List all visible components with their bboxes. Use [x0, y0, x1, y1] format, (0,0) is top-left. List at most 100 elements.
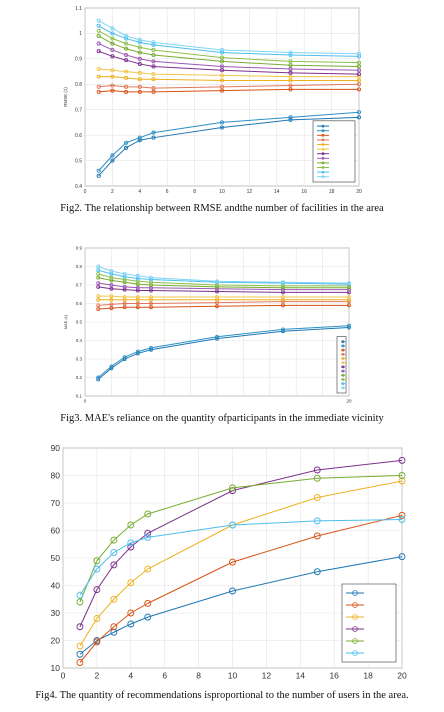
data-point: [313, 494, 321, 501]
data-point: [219, 47, 225, 53]
legend-marker: [321, 175, 325, 179]
x-tick-label: 0: [84, 189, 87, 195]
series-line: [79, 519, 403, 596]
fig2-chart: 0 2 4 6 8 10 12 14 16 18 20 0.4 0.5 0.6 0.7 0.8 0.9 1 1.1 R…: [63, 6, 362, 195]
series-line: [98, 35, 360, 67]
data-point: [124, 75, 129, 80]
y-tick-label: 30: [51, 608, 61, 618]
legend-marker: [352, 590, 358, 596]
data-point: [356, 51, 362, 56]
series-line: [98, 20, 360, 55]
data-point: [109, 302, 114, 307]
data-point: [151, 59, 156, 64]
data-point: [281, 327, 285, 332]
series-line: [79, 475, 403, 603]
data-point: [93, 565, 101, 573]
y-tick-label: 0.1: [76, 394, 83, 399]
data-point: [313, 466, 321, 474]
y-tick-label: 0.5: [76, 320, 83, 325]
x-tick-label: 14: [296, 671, 306, 681]
x-tick-label: 12: [247, 189, 253, 195]
data-point: [124, 58, 129, 63]
data-point: [124, 33, 129, 39]
data-point: [96, 297, 101, 302]
y-tick-label: 0.9: [76, 246, 83, 251]
data-point: [219, 68, 225, 73]
data-point: [137, 50, 142, 55]
data-point: [215, 304, 219, 309]
x-tick-label: 10: [228, 671, 238, 681]
legend-marker: [341, 365, 345, 369]
series-line: [98, 43, 360, 71]
series-line: [98, 68, 359, 78]
legend-marker: [321, 124, 325, 128]
y-tick-label: 0.3: [76, 357, 83, 362]
series-line: [98, 304, 349, 310]
data-point: [109, 297, 114, 302]
legend-marker: [341, 382, 345, 386]
data-point: [356, 82, 362, 87]
data-point: [96, 307, 101, 312]
data-point: [110, 83, 115, 88]
data-point: [288, 115, 293, 120]
x-tick-label: 0: [84, 399, 87, 404]
data-point: [229, 587, 236, 595]
data-point: [96, 84, 101, 89]
data-point: [137, 37, 142, 42]
legend-marker: [341, 340, 345, 344]
data-point: [122, 271, 127, 276]
legend-marker: [341, 386, 345, 390]
data-point: [356, 74, 362, 79]
data-point: [288, 66, 293, 72]
data-point: [215, 279, 219, 284]
x-tick-label: 20: [356, 189, 362, 195]
y-tick-label: 0.4: [75, 184, 82, 190]
series-line: [79, 514, 403, 663]
data-point: [96, 284, 101, 289]
data-point: [219, 84, 225, 89]
data-point: [109, 269, 114, 274]
legend-box: [341, 583, 397, 663]
legend-marker: [321, 161, 325, 165]
data-point: [122, 355, 127, 360]
data-point: [76, 623, 84, 631]
y-tick-label: 0.6: [76, 301, 83, 306]
x-tick-label: 16: [301, 189, 307, 195]
legend-box: [312, 120, 356, 183]
y-tick-label: 90: [51, 443, 61, 453]
data-point: [137, 70, 142, 75]
data-point: [398, 553, 406, 561]
data-point: [127, 609, 135, 617]
y-tick-label: 10: [51, 663, 61, 673]
data-point: [137, 77, 142, 82]
data-point: [229, 558, 236, 566]
legend-marker: [352, 602, 358, 608]
fig3-caption: Fig3. MAE's reliance on the quantity ofp…: [60, 413, 384, 424]
legend-marker: [341, 344, 345, 348]
data-point: [151, 86, 156, 91]
x-tick-label: 0: [61, 671, 66, 681]
legend-marker: [341, 352, 345, 356]
data-point: [124, 52, 129, 58]
series-line: [98, 88, 359, 93]
data-point: [76, 650, 84, 658]
data-point: [93, 557, 101, 565]
data-point: [356, 87, 362, 92]
legend-marker: [352, 638, 358, 644]
y-axis-label: MAE (1): [63, 314, 68, 329]
data-point: [96, 375, 101, 380]
data-point: [137, 61, 142, 66]
data-point: [149, 275, 153, 280]
data-point: [96, 281, 101, 286]
data-point: [356, 115, 362, 120]
legend-marker: [352, 626, 358, 632]
x-tick-label: 6: [162, 671, 167, 681]
data-point: [144, 565, 152, 573]
data-point: [127, 539, 135, 547]
data-point: [398, 511, 406, 519]
y-tick-label: 0.6: [75, 133, 82, 139]
data-point: [149, 305, 153, 310]
data-point: [219, 120, 225, 125]
data-point: [288, 59, 293, 64]
data-point: [135, 285, 140, 290]
